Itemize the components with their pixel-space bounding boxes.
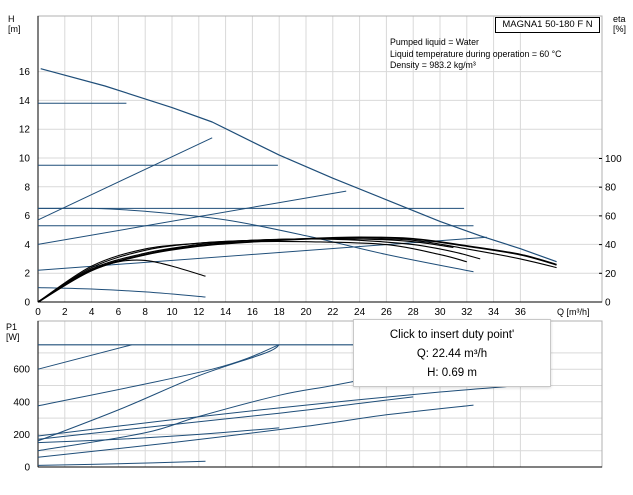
flow-tick-label: 14: [220, 307, 232, 318]
power-tick-label: 400: [13, 397, 30, 408]
head-tick-label: 4: [24, 240, 30, 251]
power-tick-label: 200: [13, 430, 30, 441]
flow-tick-label: 26: [381, 307, 393, 318]
head-axis-label-unit: [m]: [8, 24, 21, 34]
efficiency-curve: [37, 238, 454, 303]
power-axis-label-unit: [W]: [6, 332, 20, 342]
power-tick-label: 0: [24, 463, 30, 474]
tooltip-flow: Q: 22.44 m³/h: [416, 348, 488, 360]
head-tick-label: 2: [24, 269, 30, 280]
efficiency-curve: [37, 259, 206, 303]
info-liquid: Pumped liquid = Water: [390, 37, 479, 47]
head-tick-label: 10: [19, 154, 31, 165]
eta-tick-label: 100: [605, 154, 622, 165]
flow-tick-label: 6: [116, 307, 122, 318]
info-temperature: Liquid temperature during operation = 60…: [390, 48, 562, 59]
flow-tick-label: 12: [193, 307, 205, 318]
flow-tick-label: 2: [62, 307, 68, 318]
eta-axis-label-unit: [%]: [613, 24, 626, 34]
flow-tick-label: 16: [247, 307, 259, 318]
flow-axis-label: Q [m³/h]: [557, 307, 590, 317]
flow-tick-label: 28: [408, 307, 420, 318]
head-axis-label: H: [8, 14, 15, 24]
flow-tick-label: 18: [274, 307, 286, 318]
flow-tick-label: 20: [300, 307, 312, 318]
flow-tick-label: 22: [327, 307, 339, 318]
efficiency-curve: [37, 238, 557, 303]
info-density: Density = 983.2 kg/m³: [390, 60, 476, 70]
head-tick-label: 0: [24, 298, 30, 309]
tooltip-title: Click to insert duty point': [389, 329, 515, 341]
eta-tick-label: 60: [605, 211, 617, 222]
power-curve: [37, 372, 400, 452]
flow-tick-label: 34: [488, 307, 500, 318]
flow-tick-label: 32: [461, 307, 473, 318]
liquid-info: Pumped liquid = Water Liquid temperature…: [390, 37, 562, 72]
eta-tick-label: 80: [605, 183, 617, 194]
power-curve: [37, 344, 132, 370]
power-curve: [37, 344, 280, 407]
max-head-curve: [40, 68, 557, 263]
constant-curve: [37, 207, 474, 273]
head-tick-label: 14: [19, 96, 31, 107]
head-tick-label: 8: [24, 182, 30, 193]
proportional-pressure-line: [37, 137, 213, 221]
tooltip-head: H: 0.69 m: [427, 367, 477, 379]
pump-model-label: MAGNA1 50-180 F N: [495, 17, 600, 33]
flow-tick-label: 36: [515, 307, 527, 318]
head-tick-label: 12: [19, 125, 31, 136]
flow-tick-label: 0: [35, 307, 41, 318]
head-tick-label: 16: [19, 67, 31, 78]
flow-tick-label: 8: [142, 307, 148, 318]
power-curve: [37, 396, 414, 440]
flow-tick-label: 4: [89, 307, 95, 318]
duty-point-tooltip[interactable]: Click to insert duty point' Q: 22.44 m³/…: [353, 319, 551, 387]
constant-curve: [37, 287, 206, 298]
power-curve: [37, 385, 521, 437]
flow-tick-label: 30: [434, 307, 446, 318]
eta-tick-label: 0: [605, 298, 611, 309]
proportional-pressure-line: [37, 236, 487, 271]
proportional-pressure-line: [37, 190, 347, 245]
eta-tick-label: 40: [605, 240, 617, 251]
eta-tick-label: 20: [605, 269, 617, 280]
head-tick-label: 6: [24, 211, 30, 222]
flow-tick-label: 10: [166, 307, 178, 318]
power-curve: [37, 404, 474, 458]
efficiency-curve: [37, 236, 557, 303]
power-curve: [37, 344, 280, 442]
eta-axis-label: eta: [613, 14, 626, 24]
flow-tick-label: 24: [354, 307, 366, 318]
power-axis-label: P1: [6, 322, 17, 332]
power-curve: [37, 460, 206, 466]
power-tick-label: 600: [13, 365, 30, 376]
power-curve: [37, 427, 280, 444]
